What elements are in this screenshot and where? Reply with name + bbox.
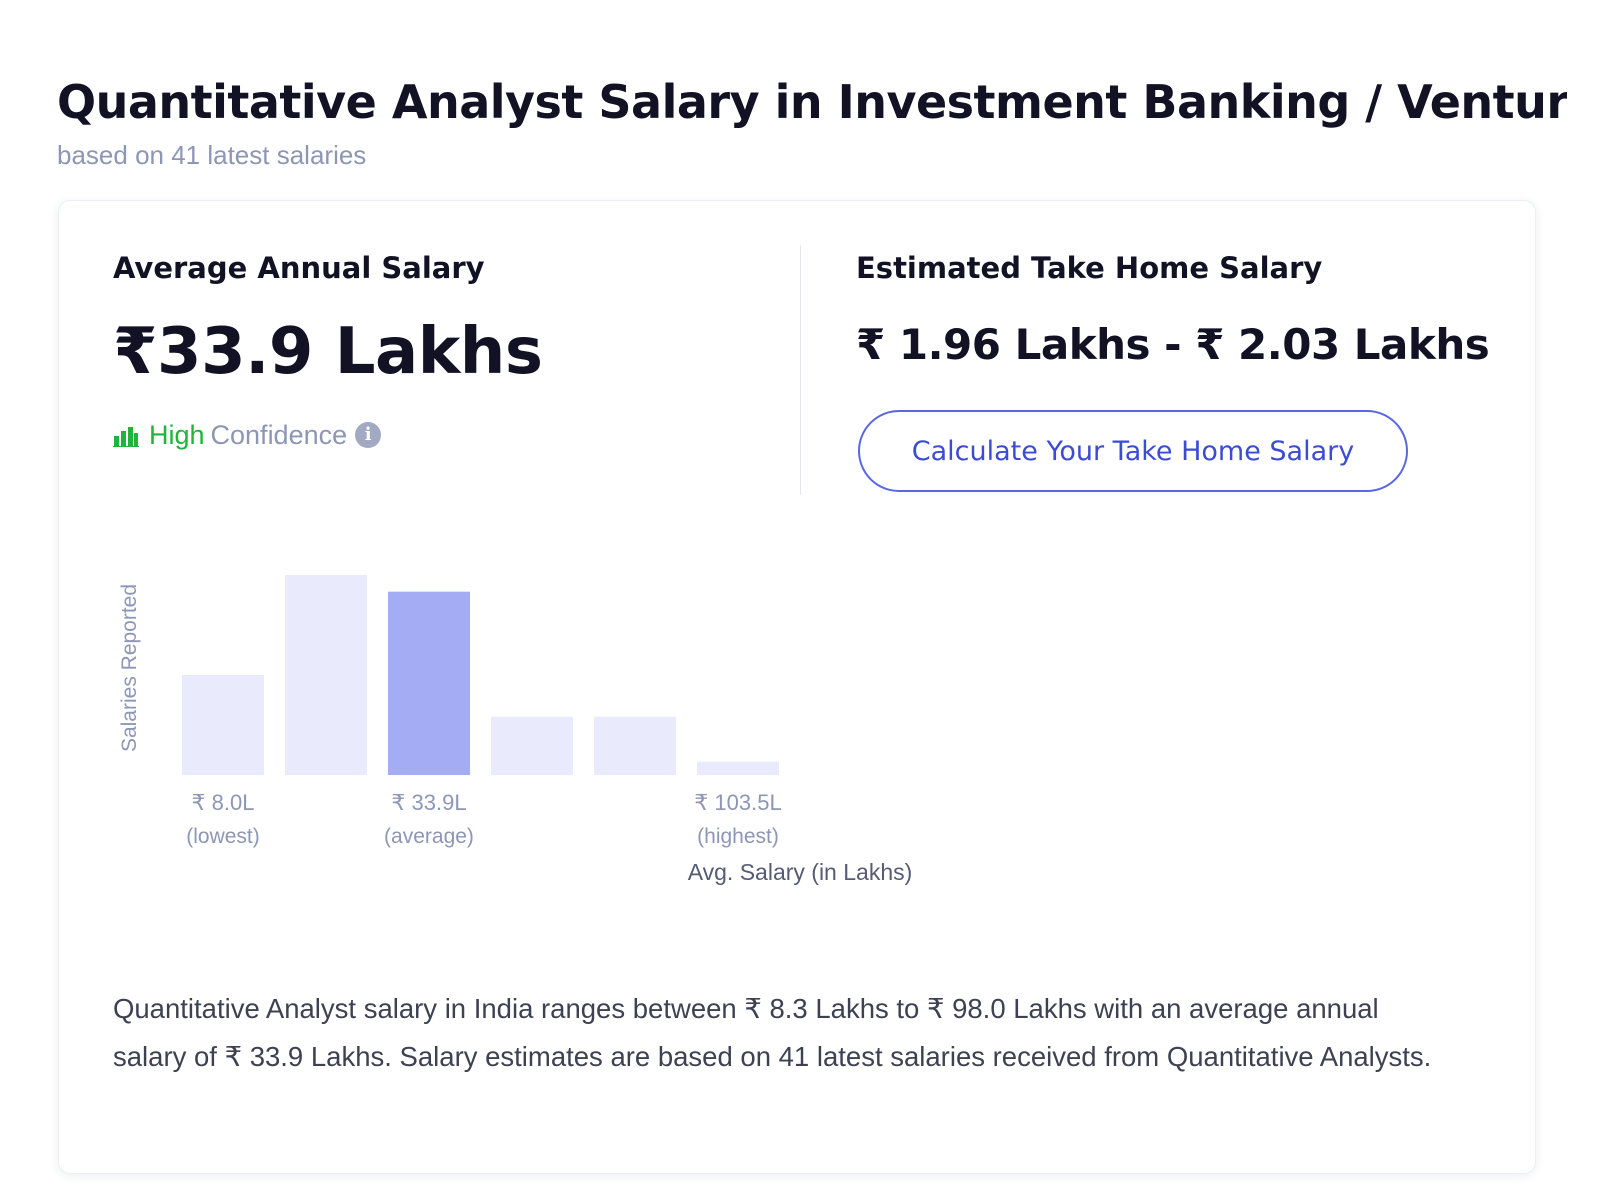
salary-histogram: Salaries Reported ₹ 8.0L (lowest) ₹ 33.9L (…: [118, 575, 913, 885]
histogram-bar: [594, 716, 676, 775]
histogram-bar: [182, 675, 264, 775]
bar-chart-icon: [113, 427, 139, 447]
histogram-bar: [491, 716, 573, 775]
x-tick-note: (highest): [697, 825, 779, 848]
confidence-level: High: [149, 420, 205, 450]
takehome-value: ₹ 1.96 Lakhs - ₹ 2.03 Lakhs: [856, 320, 1490, 369]
average-salary-heading: Average Annual Salary: [113, 251, 485, 285]
x-axis-label: Avg. Salary (in Lakhs): [688, 859, 913, 885]
x-tick-note: (average): [384, 825, 474, 848]
histogram-bar: [388, 591, 470, 775]
histogram-bar: [285, 575, 367, 775]
takehome-heading: Estimated Take Home Salary: [856, 251, 1323, 285]
x-tick-value: ₹ 103.5L: [694, 790, 781, 815]
x-tick-value: ₹ 8.0L: [192, 790, 255, 815]
y-axis-label: Salaries Reported: [118, 584, 141, 752]
histogram-bar: [697, 761, 779, 775]
page-title: Quantitative Analyst Salary in Investmen…: [57, 75, 1567, 129]
info-icon[interactable]: i: [355, 422, 382, 448]
page-subtitle: based on 41 latest salaries: [57, 140, 367, 170]
confidence-indicator: High Confidence i: [113, 418, 382, 452]
salary-description: Quantitative Analyst salary in India ran…: [113, 993, 1432, 1072]
calculate-takehome-button[interactable]: Calculate Your Take Home Salary: [858, 410, 1408, 492]
x-tick-value: ₹ 33.9L: [391, 790, 466, 815]
x-tick-note: (lowest): [186, 825, 260, 848]
section-divider: [800, 245, 801, 495]
average-salary-value: ₹33.9 Lakhs: [113, 315, 543, 389]
confidence-label: Confidence: [210, 420, 348, 450]
